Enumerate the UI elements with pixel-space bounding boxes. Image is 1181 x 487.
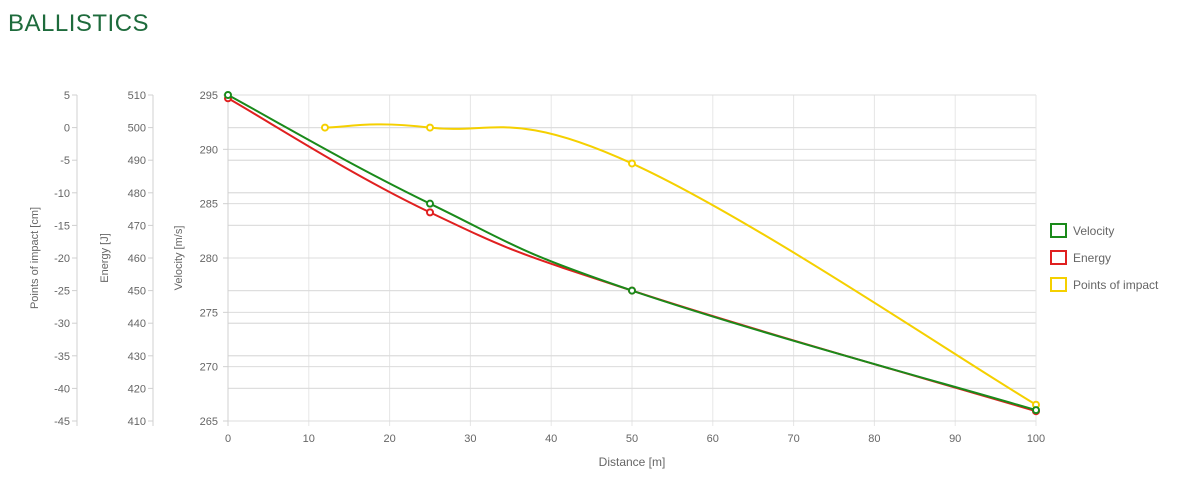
y-tick-label-poi: -25 bbox=[54, 286, 70, 298]
series-lines bbox=[224, 91, 1040, 416]
y-tick-label-velocity: 275 bbox=[200, 307, 218, 319]
data-point-velocity bbox=[628, 286, 636, 295]
x-axis-title: Distance [m] bbox=[599, 455, 666, 469]
y-tick-label-poi: -45 bbox=[54, 416, 70, 428]
x-tick-label: 10 bbox=[303, 433, 315, 445]
y-tick-label-poi: 0 bbox=[64, 123, 70, 135]
legend-swatch-energy bbox=[1050, 250, 1067, 265]
axes: 0 10 20 30 40 50 60 70 80 90 10050-5-10-15-20-25-3… bbox=[29, 90, 1045, 469]
legend-label-points-of-impact: Points of impact bbox=[1073, 278, 1159, 292]
data-point-points-of-impact bbox=[320, 123, 329, 132]
y-tick-label-energy: 430 bbox=[128, 351, 146, 363]
y-axis-title-energy: Energy [J] bbox=[99, 233, 111, 283]
y-tick-label-poi: 5 bbox=[64, 90, 70, 102]
y-tick-label-poi: -5 bbox=[60, 155, 70, 167]
data-point-energy bbox=[426, 208, 434, 217]
y-tick-label-poi: -40 bbox=[54, 383, 70, 395]
y-tick-label-poi: -35 bbox=[54, 351, 70, 363]
x-tick-label: 30 bbox=[464, 433, 476, 445]
y-tick-label-velocity: 265 bbox=[200, 416, 218, 428]
y-tick-label-energy: 460 bbox=[128, 253, 146, 265]
legend-swatch-velocity bbox=[1050, 223, 1067, 238]
x-tick-label: 80 bbox=[868, 433, 880, 445]
y-tick-label-energy: 500 bbox=[128, 123, 146, 135]
grid-lines bbox=[227, 94, 1037, 426]
x-tick-label: 50 bbox=[626, 433, 638, 445]
series-line-velocity bbox=[227, 94, 1037, 412]
x-tick-label: 100 bbox=[1027, 433, 1045, 445]
x-tick-label: 90 bbox=[949, 433, 961, 445]
y-tick-label-poi: -10 bbox=[54, 188, 70, 200]
series-line-points-of-impact bbox=[324, 123, 1037, 406]
x-tick-label: 40 bbox=[545, 433, 557, 445]
legend: Velocity Energy Points of impact bbox=[1050, 223, 1159, 292]
legend-label-energy: Energy bbox=[1073, 251, 1111, 265]
data-point-points-of-impact bbox=[426, 123, 434, 132]
y-axis-title-velocity: Velocity [m/s] bbox=[173, 226, 185, 291]
y-tick-label-energy: 420 bbox=[128, 383, 146, 395]
y-tick-label-velocity: 295 bbox=[200, 90, 218, 102]
y-tick-label-energy: 510 bbox=[128, 90, 146, 102]
y-tick-label-energy: 490 bbox=[128, 155, 146, 167]
data-point-velocity bbox=[426, 199, 434, 208]
y-tick-label-velocity: 270 bbox=[200, 362, 218, 374]
y-tick-label-energy: 440 bbox=[128, 318, 146, 330]
y-tick-label-poi: -15 bbox=[54, 220, 70, 232]
y-tick-label-velocity: 290 bbox=[200, 144, 218, 156]
y-tick-label-energy: 480 bbox=[128, 188, 146, 200]
legend-swatch-points-of-impact bbox=[1050, 277, 1067, 292]
y-tick-label-energy: 450 bbox=[128, 286, 146, 298]
page-title: BALLISTICS bbox=[8, 10, 150, 37]
data-point-velocity bbox=[224, 91, 232, 99]
x-tick-label: 20 bbox=[383, 433, 395, 445]
x-tick-label: 0 bbox=[225, 433, 231, 445]
x-tick-label: 70 bbox=[787, 433, 799, 445]
y-tick-label-energy: 470 bbox=[128, 220, 146, 232]
y-tick-label-poi: -30 bbox=[54, 318, 70, 330]
y-tick-label-energy: 410 bbox=[128, 416, 146, 428]
legend-label-velocity: Velocity bbox=[1073, 224, 1114, 238]
y-tick-label-velocity: 285 bbox=[200, 199, 218, 211]
y-axis-title-poi: Points of impact [cm] bbox=[29, 207, 41, 309]
x-tick-label: 60 bbox=[707, 433, 719, 445]
data-point-velocity bbox=[1032, 406, 1040, 415]
y-tick-label-poi: -20 bbox=[54, 253, 70, 265]
data-point-points-of-impact bbox=[628, 159, 636, 168]
y-tick-label-velocity: 280 bbox=[200, 253, 218, 265]
